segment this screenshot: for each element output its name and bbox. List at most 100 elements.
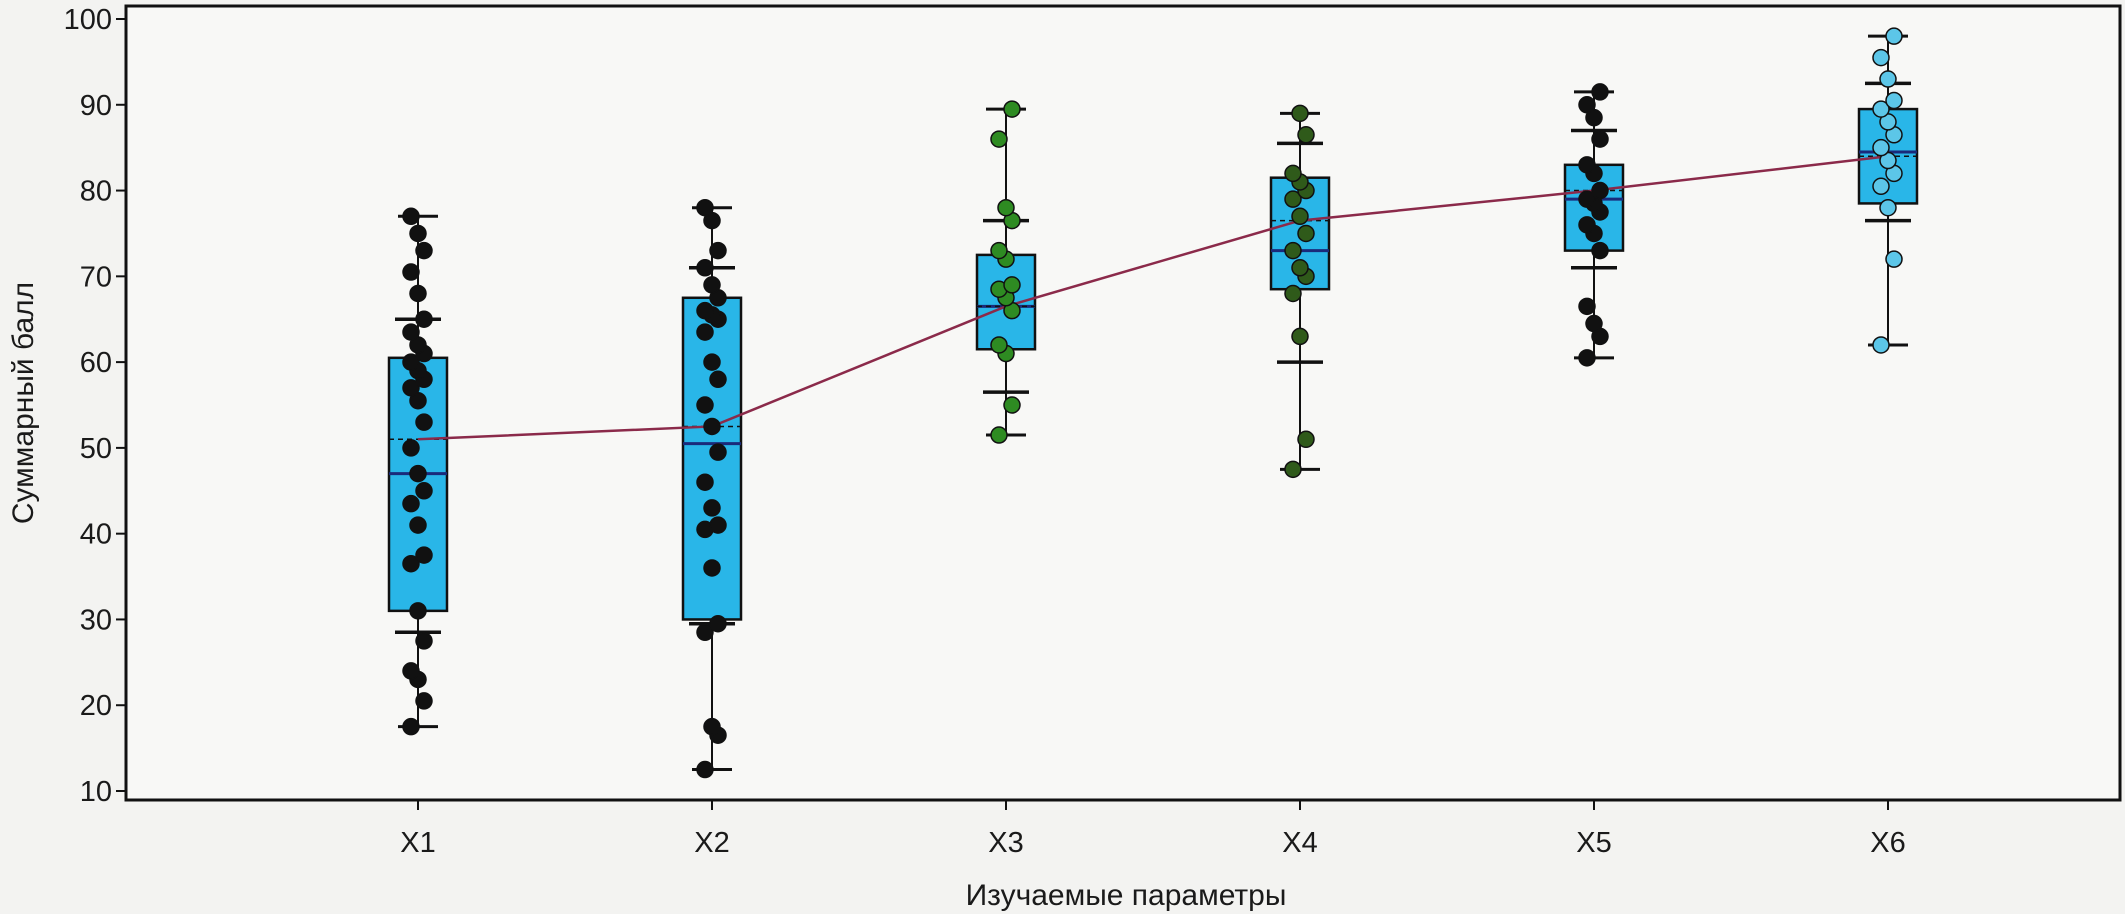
data-point (402, 323, 420, 341)
data-point (409, 516, 427, 534)
data-point (402, 494, 420, 513)
data-point (1872, 336, 1890, 354)
data-point (415, 310, 433, 328)
y-tick-label: 90 (80, 90, 112, 122)
data-point (1591, 241, 1609, 260)
data-point (703, 353, 721, 371)
data-point (990, 426, 1008, 444)
data-point (1578, 349, 1596, 367)
y-tick-label: 30 (80, 604, 112, 636)
data-point (709, 443, 727, 461)
data-point (1872, 138, 1890, 157)
data-point (402, 717, 420, 736)
data-point (402, 353, 420, 371)
y-tick-label: 60 (80, 347, 112, 379)
data-point (696, 396, 714, 414)
data-point (1578, 96, 1596, 114)
data-point (1284, 460, 1302, 479)
data-point (1591, 83, 1609, 101)
data-point (1284, 190, 1302, 208)
data-point (997, 198, 1015, 217)
data-point (409, 284, 427, 303)
data-point (1872, 177, 1890, 196)
data-point (409, 464, 427, 483)
data-point (1591, 181, 1609, 200)
data-point (703, 417, 721, 436)
data-point (703, 559, 721, 577)
data-point (709, 370, 727, 389)
data-point (402, 263, 420, 281)
data-point (1885, 250, 1903, 268)
y-tick-label: 20 (80, 690, 112, 722)
data-point (1003, 100, 1021, 118)
data-point (402, 662, 420, 680)
data-point (1291, 207, 1309, 226)
data-point (990, 336, 1008, 354)
data-point (415, 482, 433, 500)
data-point (1591, 130, 1609, 148)
data-point (696, 760, 714, 779)
data-point (1003, 276, 1021, 294)
data-point (990, 130, 1008, 148)
data-point (1578, 216, 1596, 234)
data-point (696, 301, 714, 320)
data-point (409, 224, 427, 243)
data-point (1284, 164, 1302, 183)
data-point (1872, 48, 1890, 67)
data-point (1284, 284, 1302, 303)
data-point (1291, 104, 1309, 123)
data-point (709, 516, 727, 534)
data-point (703, 276, 721, 294)
y-axis-title: Суммарный балл (7, 282, 40, 524)
data-point (1879, 198, 1897, 217)
y-tick-label: 40 (80, 519, 112, 551)
data-point (696, 259, 714, 277)
data-point (1003, 396, 1021, 414)
data-point (402, 207, 420, 226)
x-axis: X1 X2 X3 X4 X5 X6 (400, 800, 1906, 859)
data-point (409, 602, 427, 620)
data-point (709, 241, 727, 260)
data-point (696, 473, 714, 491)
data-point (402, 439, 420, 457)
y-tick-label: 70 (80, 261, 112, 293)
data-point (415, 632, 433, 650)
data-point (1585, 314, 1603, 333)
data-point (415, 413, 433, 431)
data-point (1872, 100, 1890, 118)
data-point (1297, 430, 1315, 449)
data-point (696, 323, 714, 341)
data-point (415, 546, 433, 564)
data-point (703, 499, 721, 517)
data-point (990, 241, 1008, 260)
x-tick-label: X5 (1576, 827, 1611, 859)
data-point (1885, 27, 1903, 45)
data-point (1885, 91, 1903, 110)
x-tick-label: X1 (400, 827, 435, 859)
data-point (1578, 190, 1596, 208)
data-point (709, 614, 727, 633)
x-tick-label: X2 (694, 827, 729, 859)
x-axis-title: Изучаемые параметры (966, 879, 1287, 912)
data-point (1578, 156, 1596, 174)
data-point (402, 554, 420, 573)
data-point (1578, 297, 1596, 316)
data-point (1297, 224, 1315, 243)
y-axis: 10 20 30 40 50 60 70 80 90 100 (64, 4, 126, 808)
data-point (402, 379, 420, 397)
x-tick-label: X4 (1282, 827, 1317, 859)
data-point (696, 198, 714, 217)
mean-line-group (417, 155, 1889, 441)
y-tick-label: 10 (80, 776, 112, 808)
data-point (1291, 327, 1309, 346)
data-point (1284, 241, 1302, 260)
x-tick-label: X3 (988, 827, 1023, 859)
y-tick-label: 50 (80, 433, 112, 465)
y-tick-label: 100 (64, 4, 112, 36)
data-point (415, 692, 433, 710)
mean-trend-line (417, 155, 1889, 441)
y-tick-label: 80 (80, 176, 112, 208)
data-point (696, 623, 714, 642)
plot-area (124, 4, 2122, 802)
